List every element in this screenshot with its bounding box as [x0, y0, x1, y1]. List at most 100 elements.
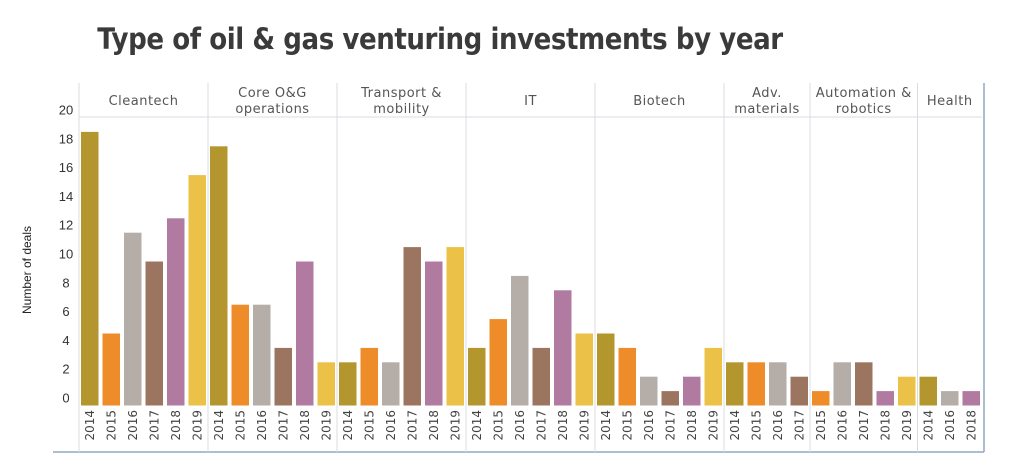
y-axis-label: Number of deals: [20, 226, 34, 314]
x-tick-label: 2015: [749, 410, 763, 441]
bar-2018: [683, 376, 701, 406]
y-tick-label: 18: [59, 131, 73, 146]
bar-2017: [855, 362, 873, 406]
bar-2018: [962, 391, 980, 406]
bar-2016: [769, 362, 787, 406]
x-tick-label: 2016: [126, 410, 140, 441]
x-tick-label: 2015: [233, 410, 247, 441]
bar-2019: [188, 175, 206, 406]
x-tick-label: 2014: [921, 410, 935, 441]
bar-2019: [898, 376, 916, 406]
bar-2014: [210, 146, 228, 406]
group-label: Health: [927, 94, 973, 109]
group-label: Transport &: [360, 86, 442, 101]
x-tick-label: 2018: [964, 410, 978, 441]
group-label: Adv.: [752, 86, 782, 101]
x-tick-label: 2016: [513, 410, 527, 441]
bar-2015: [618, 347, 636, 406]
bar-2018: [876, 391, 894, 406]
x-tick-label: 2014: [212, 410, 226, 441]
x-tick-label: 2019: [319, 410, 333, 441]
bar-2015: [489, 319, 507, 406]
bar-2014: [81, 131, 99, 406]
y-tick-label: 4: [62, 333, 69, 348]
x-tick-label: 2016: [384, 410, 398, 441]
group-label: operations: [235, 102, 309, 117]
bar-2014: [726, 362, 744, 406]
x-tick-label: 2019: [706, 410, 720, 441]
x-tick-label: 2018: [878, 410, 892, 441]
x-tick-label: 2019: [577, 410, 591, 441]
y-tick-label: 2: [62, 362, 69, 377]
x-tick-label: 2019: [190, 410, 204, 441]
bar-2019: [575, 333, 593, 406]
bar-2018: [167, 218, 185, 406]
x-tick-label: 2015: [814, 410, 828, 441]
y-tick-label: 10: [59, 247, 73, 262]
y-tick-label: 20: [59, 103, 73, 118]
x-tick-label: 2015: [104, 410, 118, 441]
x-tick-label: 2016: [771, 410, 785, 441]
bar-2016: [833, 362, 851, 406]
bar-2017: [790, 376, 808, 406]
x-tick-label: 2016: [255, 410, 269, 441]
group-label: Cleantech: [109, 94, 179, 109]
bar-2016: [511, 275, 529, 406]
bar-2019: [317, 362, 335, 406]
x-tick-label: 2017: [857, 410, 871, 441]
bar-2015: [747, 362, 765, 406]
bar-2015: [102, 333, 120, 406]
bar-2016: [253, 304, 271, 406]
group-label: materials: [734, 102, 800, 117]
group-label: Automation &: [816, 86, 912, 101]
bar-2018: [554, 290, 572, 406]
x-tick-label: 2018: [169, 410, 183, 441]
bar-2018: [425, 261, 443, 406]
bar-2017: [145, 261, 163, 406]
y-tick-label: 12: [59, 218, 73, 233]
chart-title: Type of oil & gas venturing investments …: [97, 22, 783, 56]
bar-2016: [382, 362, 400, 406]
x-tick-label: 2018: [685, 410, 699, 441]
x-tick-label: 2019: [448, 410, 462, 441]
bar-2017: [274, 347, 292, 406]
bar-2019: [704, 347, 722, 406]
bar-2017: [403, 247, 421, 406]
x-tick-label: 2019: [900, 410, 914, 441]
bar-2014: [339, 362, 357, 406]
x-tick-label: 2018: [298, 410, 312, 441]
x-tick-label: 2016: [943, 410, 957, 441]
bar-2014: [468, 347, 486, 406]
x-tick-label: 2017: [405, 410, 419, 441]
x-tick-label: 2014: [470, 410, 484, 441]
y-tick-label: 14: [59, 189, 73, 204]
group-label: Biotech: [633, 94, 685, 109]
group-label: mobility: [373, 102, 430, 117]
bar-2015: [812, 391, 830, 406]
bar-2016: [941, 391, 959, 406]
x-tick-label: 2017: [792, 410, 806, 441]
bar-2019: [446, 247, 464, 406]
x-tick-label: 2014: [83, 410, 97, 441]
x-tick-label: 2015: [491, 410, 505, 441]
bar-2014: [919, 376, 937, 406]
bar-2017: [661, 391, 679, 406]
bar-2015: [360, 347, 378, 406]
bar-2018: [296, 261, 314, 406]
y-tick-label: 16: [59, 160, 73, 175]
group-label: IT: [524, 94, 537, 109]
x-tick-label: 2016: [642, 410, 656, 441]
x-tick-label: 2018: [556, 410, 570, 441]
x-tick-label: 2017: [276, 410, 290, 441]
x-tick-label: 2016: [835, 410, 849, 441]
x-tick-label: 2014: [728, 410, 742, 441]
x-tick-label: 2017: [147, 410, 161, 441]
x-tick-label: 2014: [341, 410, 355, 441]
bar-2016: [640, 376, 658, 406]
group-label: robotics: [836, 102, 892, 117]
x-tick-label: 2015: [362, 410, 376, 441]
bar-2016: [124, 232, 142, 406]
y-tick-label: 8: [62, 275, 69, 290]
y-tick-label: 6: [62, 304, 69, 319]
